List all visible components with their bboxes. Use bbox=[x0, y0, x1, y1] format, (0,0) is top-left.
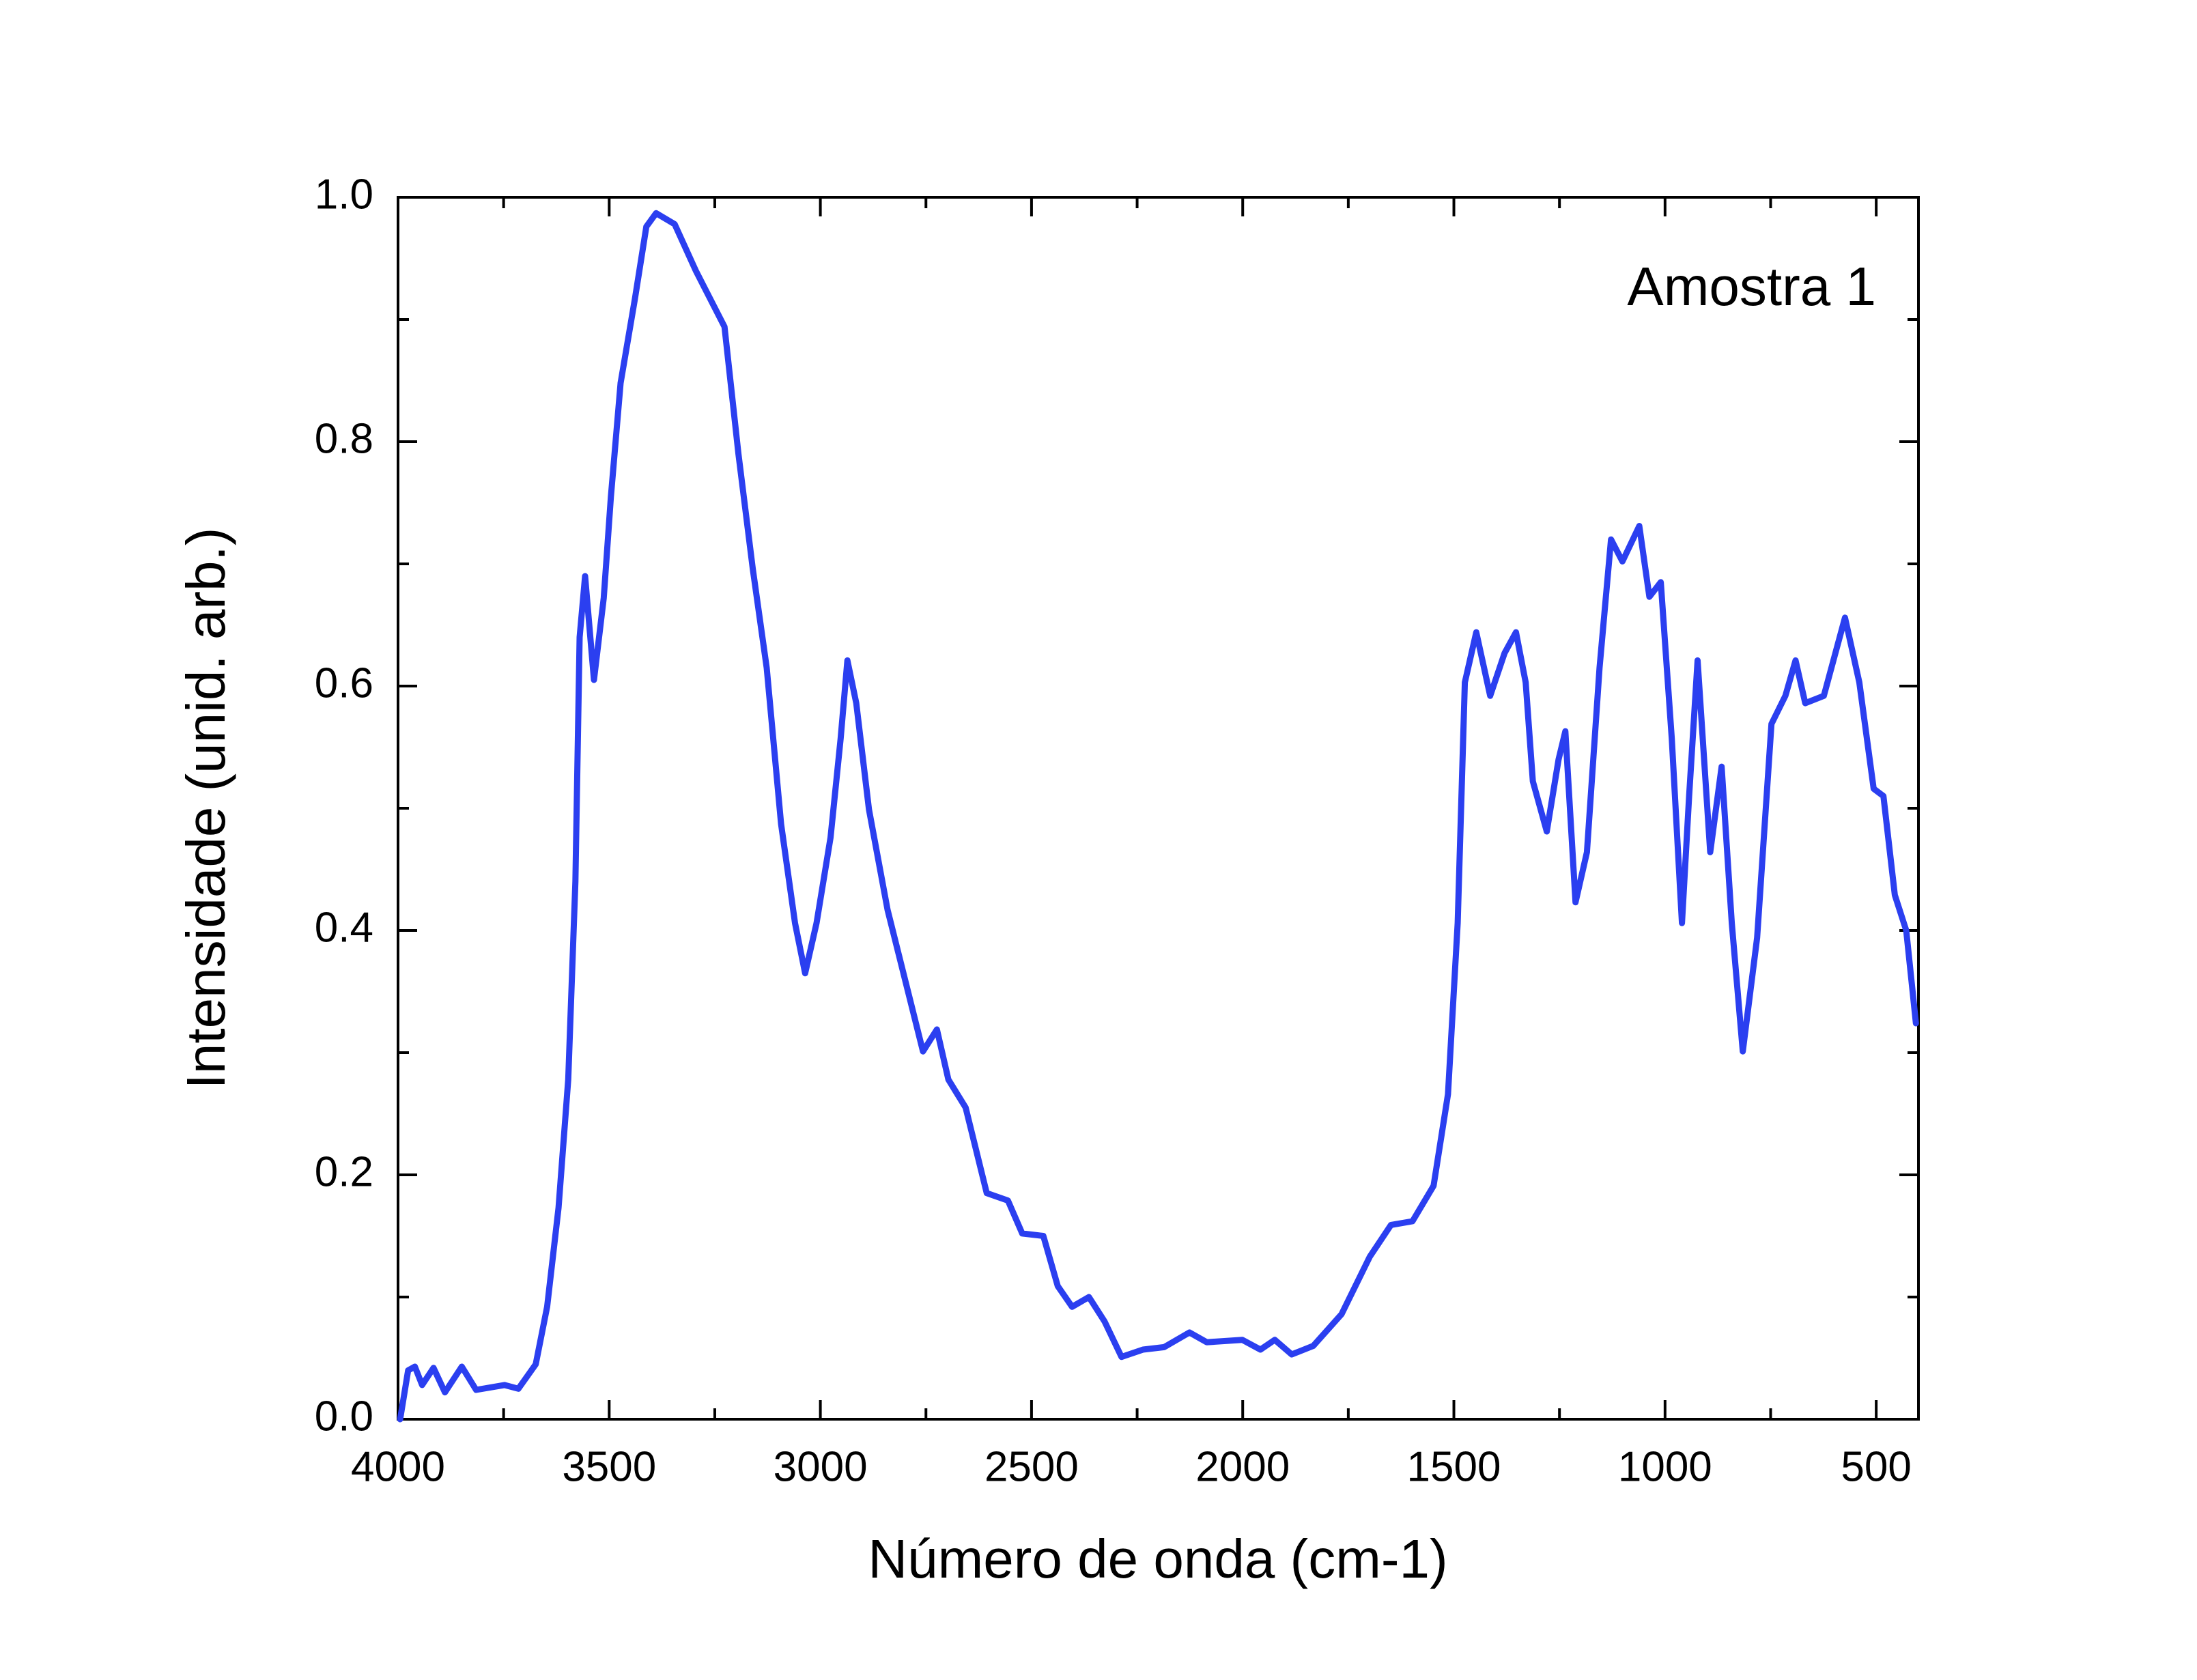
x-tick-label: 500 bbox=[1841, 1443, 1911, 1490]
x-tick-label: 1000 bbox=[1618, 1443, 1712, 1490]
y-axis-label: Intensidade (unid. arb.) bbox=[175, 528, 236, 1090]
y-tick-label: 0.4 bbox=[315, 904, 373, 951]
x-tick-label: 2000 bbox=[1195, 1443, 1290, 1490]
annotation: Amostra 1 bbox=[1627, 256, 1876, 317]
x-tick-label: 1500 bbox=[1407, 1443, 1501, 1490]
x-tick-label: 4000 bbox=[351, 1443, 445, 1490]
y-tick-label: 0.8 bbox=[315, 415, 373, 462]
y-tick-label: 1.0 bbox=[315, 171, 373, 218]
y-tick-label: 0.0 bbox=[315, 1393, 373, 1440]
x-tick-label: 3500 bbox=[562, 1443, 656, 1490]
spectrum-line bbox=[397, 210, 1919, 1423]
y-tick-label: 0.6 bbox=[315, 659, 373, 707]
y-tick-label: 0.2 bbox=[315, 1148, 373, 1195]
x-tick-label: 3000 bbox=[774, 1443, 868, 1490]
x-axis-label: Número de onda (cm-1) bbox=[868, 1528, 1447, 1589]
x-tick-label: 2500 bbox=[984, 1443, 1079, 1490]
